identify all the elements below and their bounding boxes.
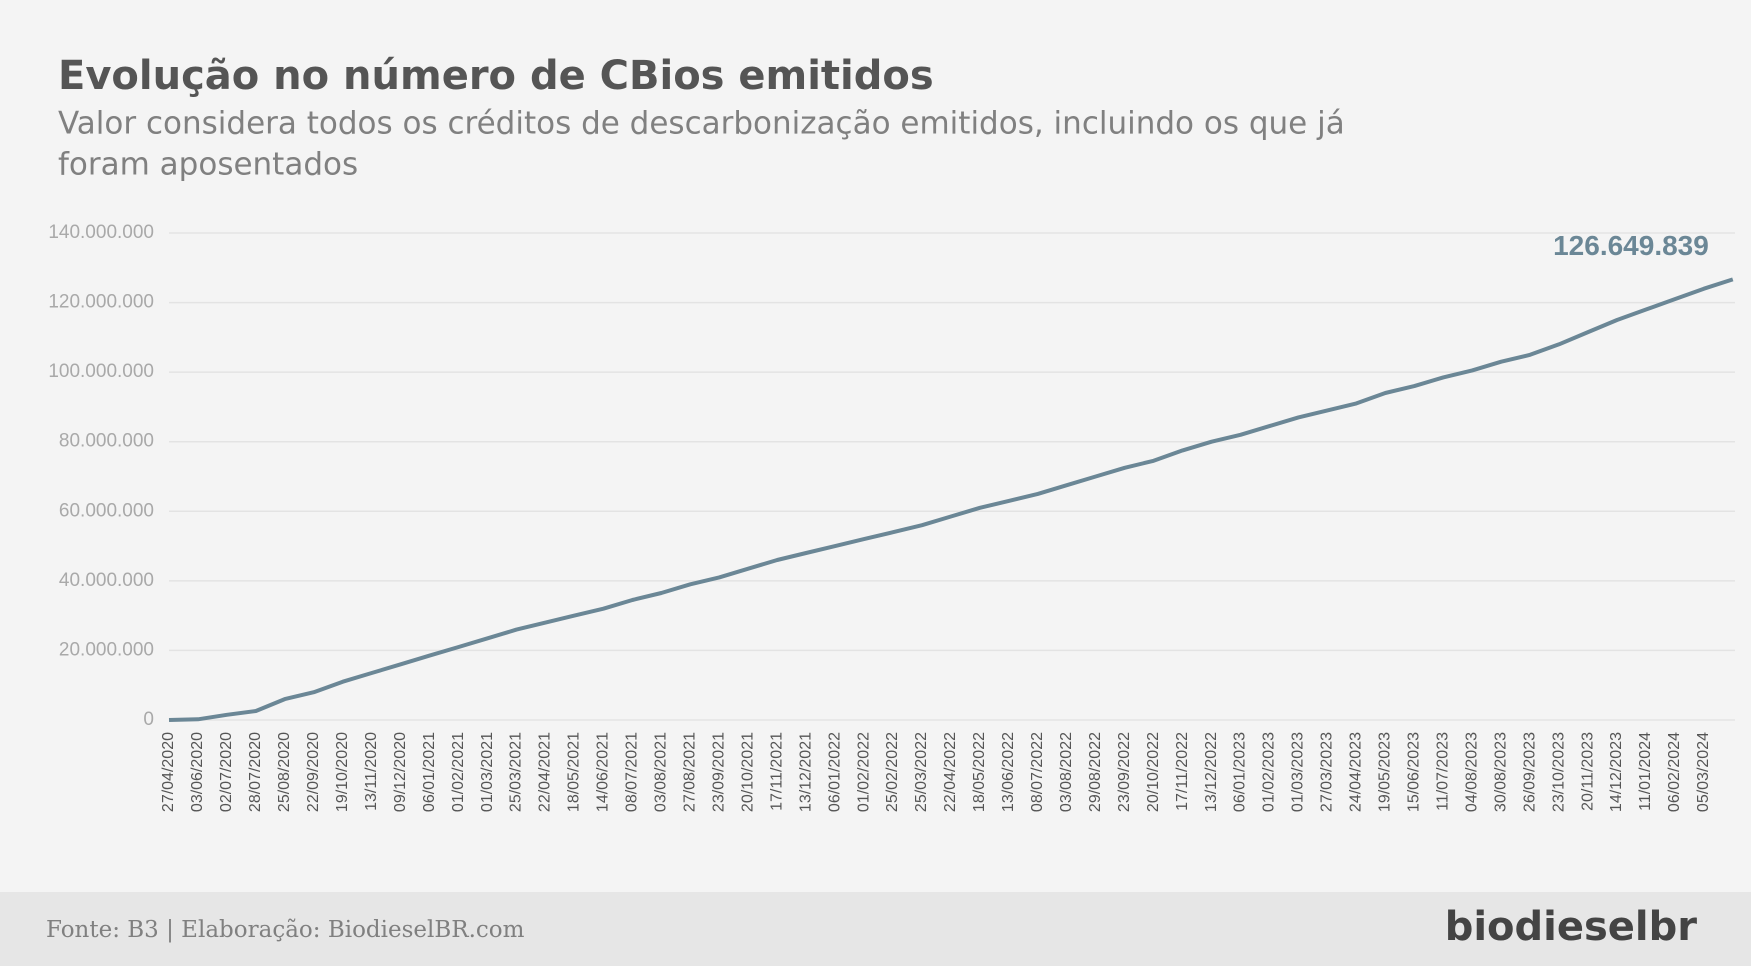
x-tick-label: 24/04/2023 (1348, 732, 1365, 812)
y-tick-label: 40.000.000 (59, 570, 154, 591)
x-tick-label: 23/09/2022 (1116, 732, 1133, 812)
x-tick-label: 06/01/2022 (826, 732, 843, 812)
data-label: 126.649.839 (1553, 230, 1709, 261)
x-tick-label: 06/01/2023 (1232, 732, 1249, 812)
x-tick-label: 01/03/2021 (479, 732, 496, 812)
x-tick-label: 17/11/2022 (1174, 732, 1191, 811)
y-tick-label: 80.000.000 (59, 431, 154, 452)
x-tick-label: 13/12/2021 (797, 732, 814, 812)
x-tick-label: 14/06/2021 (595, 732, 612, 812)
x-tick-label: 11/07/2023 (1434, 732, 1451, 811)
x-tick-label: 25/02/2022 (884, 732, 901, 812)
x-tick-label: 08/07/2022 (1029, 732, 1046, 812)
y-tick-label: 120.000.000 (48, 292, 154, 313)
footer (0, 892, 1751, 966)
x-tick-label: 28/07/2020 (247, 732, 264, 812)
x-tick-label: 13/06/2022 (1000, 732, 1017, 812)
y-tick-label: 100.000.000 (48, 361, 154, 382)
x-tick-label: 02/07/2020 (218, 732, 235, 812)
x-tick-label: 25/03/2021 (508, 732, 525, 812)
x-tick-label: 13/11/2020 (363, 732, 380, 811)
x-tick-label: 08/07/2021 (624, 732, 641, 812)
line (168, 277, 1734, 722)
x-tick-label: 18/05/2022 (971, 732, 988, 812)
x-tick-label: 01/02/2023 (1261, 732, 1278, 812)
x-tick-label: 23/09/2021 (710, 732, 727, 812)
x-tick-label: 22/04/2021 (537, 732, 554, 812)
logo: biodieselbr (1445, 904, 1698, 950)
x-tick-label: 27/04/2020 (160, 732, 177, 812)
x-tick-label: 30/08/2023 (1492, 732, 1509, 812)
x-tick-label: 03/08/2022 (1058, 732, 1075, 812)
x-tick-label: 17/11/2021 (768, 732, 785, 811)
x-tick-label: 19/10/2020 (334, 732, 351, 812)
x-tick-label: 29/08/2022 (1087, 732, 1104, 812)
chart-subtitle: foram aposentados (58, 147, 358, 183)
x-tick-label: 27/08/2021 (681, 732, 698, 812)
x-tick-label: 19/05/2023 (1377, 732, 1394, 812)
y-tick-label: 0 (143, 709, 154, 730)
x-tick-label: 23/10/2023 (1550, 732, 1567, 812)
chart-title: Evolução no número de CBios emitidos (58, 53, 934, 99)
x-tick-label: 01/03/2023 (1290, 732, 1307, 812)
y-tick-label: 20.000.000 (59, 639, 154, 660)
x-tick-label: 15/06/2023 (1405, 732, 1422, 812)
x-tick-label: 25/03/2022 (913, 732, 930, 812)
x-tick-label: 22/04/2022 (942, 732, 959, 812)
x-tick-label: 13/12/2022 (1203, 732, 1220, 812)
source: Fonte: B3 | Elaboração: BiodieselBR.com (46, 917, 525, 943)
x-tick-label: 22/09/2020 (305, 732, 322, 812)
x-tick-label: 05/03/2024 (1695, 732, 1712, 812)
x-tick-label: 18/05/2021 (566, 732, 583, 812)
x-tick-label: 03/06/2020 (189, 732, 206, 812)
x-tick-label: 20/10/2022 (1145, 732, 1162, 812)
x-tick-label: 09/12/2020 (392, 732, 409, 812)
x-tick-label: 14/12/2023 (1608, 732, 1625, 812)
x-tick-label: 27/03/2023 (1319, 732, 1336, 812)
x-tick-label: 25/08/2020 (276, 732, 293, 812)
y-tick-label: 60.000.000 (59, 500, 154, 521)
x-tick-label: 20/11/2023 (1579, 732, 1596, 811)
y-tick-label: 140.000.000 (48, 222, 154, 243)
x-tick-label: 20/10/2021 (739, 732, 756, 812)
chart-subtitle: Valor considera todos os créditos de des… (58, 106, 1345, 142)
x-tick-label: 01/02/2021 (450, 732, 467, 812)
x-tick-label: 11/01/2024 (1637, 732, 1654, 811)
x-tick-label: 26/09/2023 (1521, 732, 1538, 812)
x-tick-label: 01/02/2022 (855, 732, 872, 812)
x-tick-label: 04/08/2023 (1463, 732, 1480, 812)
x-tick-label: 03/08/2021 (653, 732, 670, 812)
x-tick-label: 06/02/2024 (1666, 732, 1683, 812)
x-tick-label: 06/01/2021 (421, 732, 438, 812)
